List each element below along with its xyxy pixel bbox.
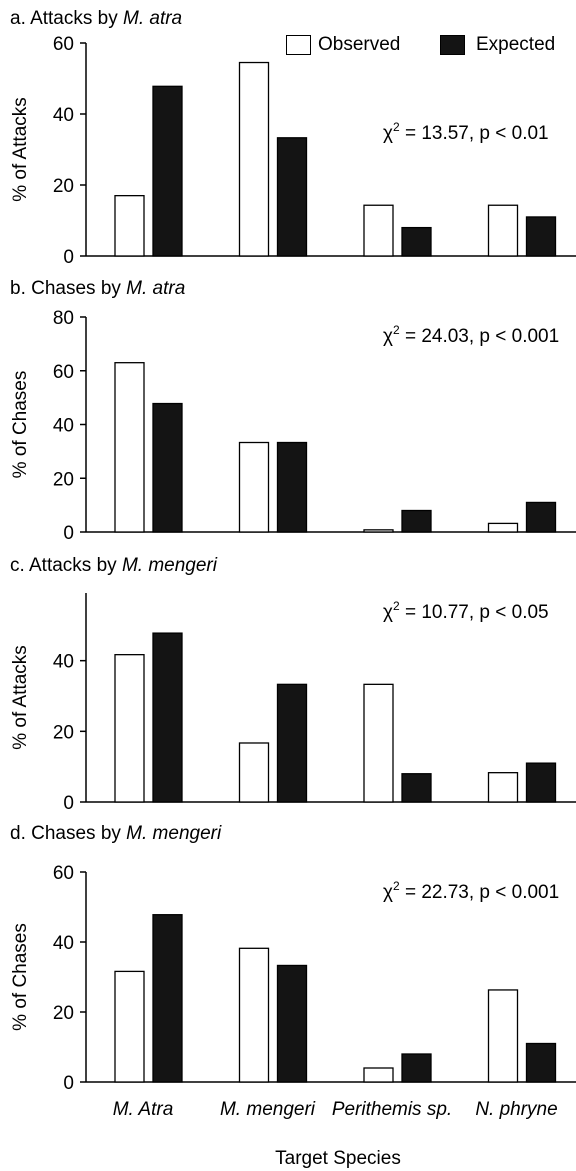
panel-title: d. Chases by M. mengeri	[10, 823, 222, 844]
panel-title-text: c. Attacks by	[10, 555, 122, 576]
y-tick-label: 0	[63, 247, 74, 268]
bar-expected	[401, 226, 432, 257]
bar-expected	[525, 501, 557, 533]
bar-expected	[525, 762, 557, 803]
y-tick-label: 40	[53, 416, 74, 437]
panel-title-text: d. Chases by	[10, 823, 126, 844]
x-tick-label: Perithemis sp.	[332, 1099, 452, 1120]
bar-observed	[238, 61, 270, 257]
chi-square-annotation: χ2 = 13.57, p < 0.01	[383, 120, 549, 144]
y-axis-label: % of Attacks	[10, 97, 31, 202]
y-tick-label: 20	[53, 1003, 74, 1024]
y-tick-label: 80	[53, 308, 74, 329]
bar-observed	[238, 947, 270, 1083]
x-tick-label: N. phryne	[475, 1099, 557, 1120]
y-tick-label: 60	[53, 362, 74, 383]
chart-panel: a. Attacks by M. atra 0 20 40 60 % of Attacks…	[10, 8, 576, 268]
y-tick-label: 40	[53, 652, 74, 673]
bar-expected	[276, 441, 308, 533]
panel-title: b. Chases by M. atra	[10, 278, 185, 299]
panel-title-species: M. atra	[126, 278, 185, 299]
chi-superscript: 2	[393, 599, 400, 613]
y-tick-label: 60	[53, 863, 74, 884]
bar-observed	[238, 742, 270, 803]
panel-title-species: M. mengeri	[126, 823, 222, 844]
chi-square-annotation: χ2 = 22.73, p < 0.001	[383, 879, 559, 903]
bar-observed	[363, 683, 394, 803]
bar-expected	[525, 216, 557, 257]
chi-superscript: 2	[393, 323, 400, 337]
bar-observed	[363, 204, 394, 257]
bar-observed	[114, 362, 145, 533]
x-tick-label: M. Atra	[113, 1099, 174, 1120]
bar-expected	[276, 683, 308, 803]
panel-title: c. Attacks by M. mengeri	[10, 555, 218, 576]
legend-label-observed: Observed	[318, 34, 401, 55]
y-tick-label: 40	[53, 933, 74, 954]
y-tick-label: 0	[63, 1073, 74, 1094]
bar-observed	[487, 522, 519, 533]
bar-observed	[363, 1067, 394, 1083]
bar-observed	[114, 970, 145, 1083]
panel-title-text: b. Chases by	[10, 278, 126, 299]
legend-swatch-observed	[286, 35, 311, 55]
panel-title-species: M. atra	[123, 8, 182, 29]
chi-square-annotation: χ2 = 10.77, p < 0.05	[383, 599, 549, 623]
bar-expected	[401, 509, 432, 533]
chart-panel: c. Attacks by M. mengeri 0 20 40 % of Attack…	[10, 555, 576, 814]
legend-label-expected: Expected	[476, 34, 556, 55]
bar-expected	[401, 773, 432, 803]
panel-title: a. Attacks by M. atra	[10, 8, 182, 29]
bar-observed	[238, 441, 270, 533]
bar-expected	[152, 914, 183, 1083]
y-tick-label: 20	[53, 176, 74, 197]
bar-expected	[401, 1053, 432, 1083]
y-tick-label: 40	[53, 105, 74, 126]
y-tick-label: 20	[53, 722, 74, 743]
bar-observed	[487, 989, 519, 1083]
x-tick-label: M. mengeri	[220, 1099, 316, 1120]
bar-expected	[276, 964, 308, 1083]
bar-observed	[363, 529, 394, 533]
chi-symbol: χ	[383, 602, 393, 623]
chi-superscript: 2	[393, 879, 400, 893]
bar-expected	[152, 85, 183, 257]
legend-swatch-expected	[440, 35, 465, 55]
panel-title-text: a. Attacks by	[10, 8, 123, 29]
chi-stat-text: = 10.77, p < 0.05	[400, 602, 549, 623]
bar-observed	[487, 204, 519, 257]
y-tick-label: 20	[53, 469, 74, 490]
chi-stat-text: = 22.73, p < 0.001	[400, 882, 560, 903]
chi-stat-text: = 24.03, p < 0.001	[400, 326, 560, 347]
chi-symbol: χ	[383, 882, 393, 903]
chi-stat-text: = 13.57, p < 0.01	[400, 123, 549, 144]
bar-observed	[487, 772, 519, 803]
chi-symbol: χ	[383, 326, 393, 347]
y-tick-label: 0	[63, 793, 74, 814]
y-axis-label: % of Chases	[10, 923, 31, 1031]
y-axis-label: % of Attacks	[10, 645, 31, 750]
y-tick-label: 0	[63, 523, 74, 544]
y-axis-label: % of Chases	[10, 371, 31, 479]
chart-panel: b. Chases by M. atra 0 20 40 60 80 % of Chases…	[10, 278, 576, 544]
chart-panel: d. Chases by M. mengeri 0 20 40 60 % of Chase…	[10, 823, 576, 1094]
bar-expected	[276, 137, 308, 257]
x-axis-title: Target Species	[275, 1148, 401, 1169]
bar-observed	[114, 654, 145, 803]
chi-square-annotation: χ2 = 24.03, p < 0.001	[383, 323, 559, 347]
bar-observed	[114, 194, 145, 257]
bar-expected	[152, 402, 183, 533]
y-tick-label: 60	[53, 34, 74, 55]
chi-superscript: 2	[393, 120, 400, 134]
bar-expected	[525, 1042, 557, 1083]
panel-title-species: M. mengeri	[122, 555, 218, 576]
bar-expected	[152, 632, 183, 803]
chi-symbol: χ	[383, 123, 393, 144]
